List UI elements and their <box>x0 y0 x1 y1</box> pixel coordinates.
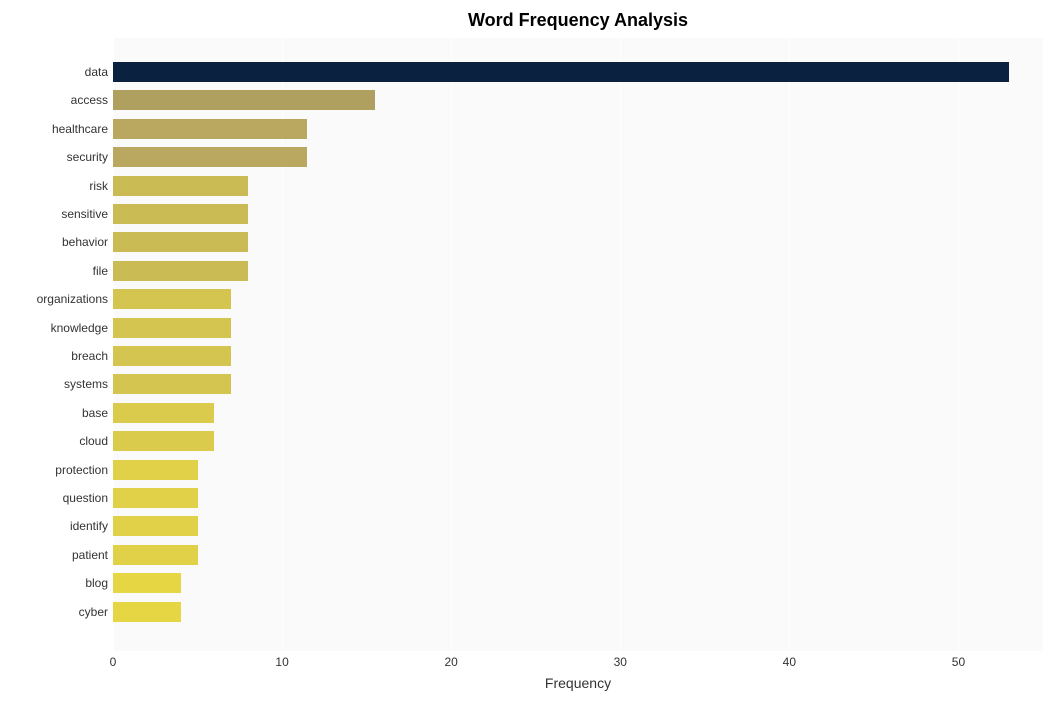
bar <box>113 289 231 309</box>
y-tick-label: breach <box>71 346 108 366</box>
y-tick-label: healthcare <box>52 119 108 139</box>
bar-row <box>113 431 214 451</box>
bar-row <box>113 516 198 536</box>
y-tick-label: file <box>93 261 108 281</box>
bar-row <box>113 119 307 139</box>
bar <box>113 119 307 139</box>
x-tick-label: 10 <box>275 655 288 669</box>
bar <box>113 261 248 281</box>
plot-area <box>113 38 1043 651</box>
x-tick-label: 30 <box>614 655 627 669</box>
bar <box>113 545 198 565</box>
x-tick-label: 50 <box>952 655 965 669</box>
x-tick-label: 0 <box>110 655 117 669</box>
y-tick-label: knowledge <box>51 318 108 338</box>
gridline <box>620 38 621 651</box>
y-tick-label: identify <box>70 516 108 536</box>
bar <box>113 602 181 622</box>
bar-row <box>113 204 248 224</box>
bar <box>113 204 248 224</box>
bar-row <box>113 545 198 565</box>
x-tick-label: 20 <box>444 655 457 669</box>
bar-row <box>113 488 198 508</box>
y-tick-label: behavior <box>62 232 108 252</box>
bar <box>113 460 198 480</box>
bar-row <box>113 232 248 252</box>
bar-row <box>113 147 307 167</box>
y-tick-label: question <box>63 488 108 508</box>
bar <box>113 488 198 508</box>
bar-row <box>113 602 181 622</box>
bar-row <box>113 374 231 394</box>
y-tick-label: base <box>82 403 108 423</box>
bar <box>113 62 1009 82</box>
bar-row <box>113 403 214 423</box>
gridline <box>451 38 452 651</box>
bar <box>113 403 214 423</box>
y-tick-label: sensitive <box>61 204 108 224</box>
y-tick-label: blog <box>85 573 108 593</box>
y-tick-label: patient <box>72 545 108 565</box>
bar <box>113 176 248 196</box>
bar-row <box>113 460 198 480</box>
x-axis-label: Frequency <box>113 675 1043 691</box>
gridline <box>958 38 959 651</box>
gridline <box>789 38 790 651</box>
bar-row <box>113 289 231 309</box>
bar <box>113 147 307 167</box>
x-tick-label: 40 <box>783 655 796 669</box>
bar-row <box>113 176 248 196</box>
bar <box>113 573 181 593</box>
bar <box>113 346 231 366</box>
bar-row <box>113 318 231 338</box>
bar-row <box>113 90 375 110</box>
bar <box>113 90 375 110</box>
bar-row <box>113 62 1009 82</box>
bar-row <box>113 261 248 281</box>
y-tick-label: access <box>71 90 108 110</box>
bar <box>113 431 214 451</box>
y-tick-label: cloud <box>79 431 108 451</box>
bar <box>113 374 231 394</box>
bar-row <box>113 346 231 366</box>
chart-container: Word Frequency Analysis Frequency 0 10 20 3… <box>0 0 1053 701</box>
chart-title: Word Frequency Analysis <box>113 10 1043 31</box>
bar <box>113 516 198 536</box>
y-tick-label: protection <box>55 460 108 480</box>
y-tick-label: cyber <box>79 602 108 622</box>
bar <box>113 318 231 338</box>
bar-row <box>113 573 181 593</box>
bar <box>113 232 248 252</box>
y-tick-label: security <box>67 147 108 167</box>
y-tick-label: organizations <box>37 289 108 309</box>
y-tick-label: data <box>85 62 108 82</box>
y-tick-label: risk <box>89 176 108 196</box>
y-tick-label: systems <box>64 374 108 394</box>
